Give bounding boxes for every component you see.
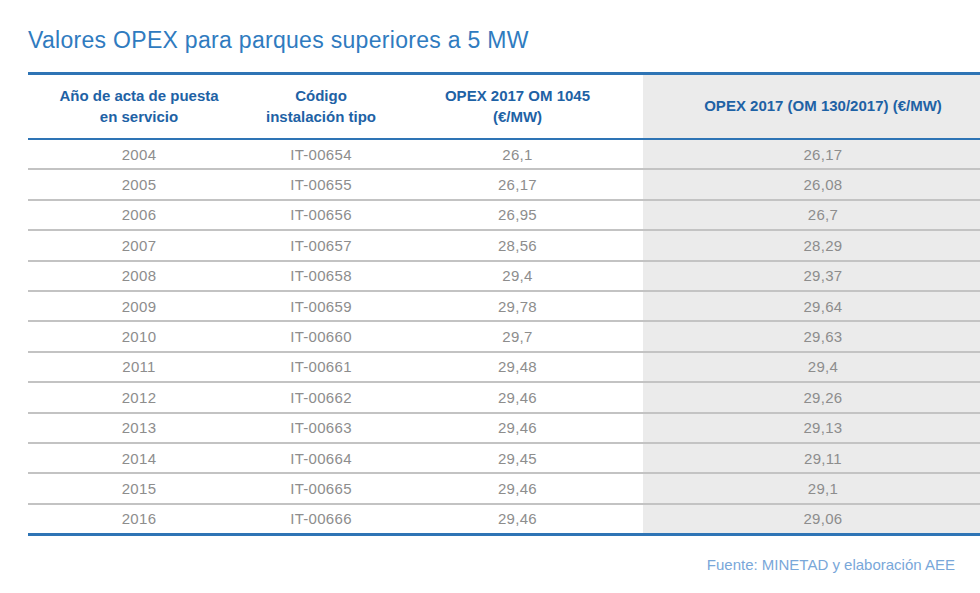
cell-year: 2006 <box>28 200 250 230</box>
cell-opex-om130: 29,4 <box>643 352 980 382</box>
cell-opex-om1045: 26,17 <box>392 169 643 199</box>
cell-year: 2012 <box>28 382 250 412</box>
cell-codigo: IT-00661 <box>250 352 392 382</box>
cell-opex-om130: 26,08 <box>643 169 980 199</box>
cell-opex-om1045: 29,46 <box>392 413 643 443</box>
table-row: 2012IT-0066229,4629,26 <box>28 382 980 412</box>
cell-opex-om130: 29,64 <box>643 291 980 321</box>
cell-opex-om1045: 29,48 <box>392 352 643 382</box>
col-header-opex-om1045: OPEX 2017 OM 1045 (€/MW) <box>392 74 643 140</box>
cell-opex-om1045: 29,46 <box>392 473 643 503</box>
cell-opex-om1045: 26,95 <box>392 200 643 230</box>
table-row: 2016IT-0066629,4629,06 <box>28 504 980 535</box>
cell-opex-om1045: 26,1 <box>392 139 643 169</box>
table-row: 2015IT-0066529,4629,1 <box>28 473 980 503</box>
cell-year: 2008 <box>28 261 250 291</box>
opex-table: Año de acta de puesta en servicio Código… <box>28 72 980 536</box>
table-row: 2007IT-0065728,5628,29 <box>28 230 980 260</box>
table-header-row: Año de acta de puesta en servicio Código… <box>28 74 980 140</box>
cell-opex-om1045: 29,7 <box>392 321 643 351</box>
cell-opex-om1045: 29,46 <box>392 504 643 535</box>
cell-codigo: IT-00663 <box>250 413 392 443</box>
table-row: 2009IT-0065929,7829,64 <box>28 291 980 321</box>
cell-opex-om130: 29,06 <box>643 504 980 535</box>
table-row: 2010IT-0066029,729,63 <box>28 321 980 351</box>
cell-opex-om130: 29,26 <box>643 382 980 412</box>
cell-codigo: IT-00665 <box>250 473 392 503</box>
cell-codigo: IT-00666 <box>250 504 392 535</box>
cell-opex-om1045: 29,4 <box>392 261 643 291</box>
cell-codigo: IT-00655 <box>250 169 392 199</box>
cell-opex-om130: 29,1 <box>643 473 980 503</box>
cell-year: 2009 <box>28 291 250 321</box>
cell-year: 2007 <box>28 230 250 260</box>
col-header-opex-om130: OPEX 2017 (OM 130/2017) (€/MW) <box>643 74 980 140</box>
table-header: Año de acta de puesta en servicio Código… <box>28 74 980 140</box>
cell-opex-om130: 28,29 <box>643 230 980 260</box>
source-note: Fuente: MINETAD y elaboración AEE <box>707 556 955 573</box>
cell-opex-om130: 26,7 <box>643 200 980 230</box>
cell-opex-om130: 26,17 <box>643 139 980 169</box>
cell-codigo: IT-00660 <box>250 321 392 351</box>
col-header-year: Año de acta de puesta en servicio <box>28 74 250 140</box>
table-row: 2008IT-0065829,429,37 <box>28 261 980 291</box>
table-body: 2004IT-0065426,126,172005IT-0065526,1726… <box>28 139 980 535</box>
cell-codigo: IT-00658 <box>250 261 392 291</box>
cell-codigo: IT-00654 <box>250 139 392 169</box>
cell-year: 2013 <box>28 413 250 443</box>
table-row: 2006IT-0065626,9526,7 <box>28 200 980 230</box>
table-row: 2014IT-0066429,4529,11 <box>28 443 980 473</box>
cell-codigo: IT-00657 <box>250 230 392 260</box>
page-title: Valores OPEX para parques superiores a 5… <box>28 27 529 54</box>
cell-codigo: IT-00659 <box>250 291 392 321</box>
col-header-codigo: Código instalación tipo <box>250 74 392 140</box>
cell-year: 2010 <box>28 321 250 351</box>
table-row: 2004IT-0065426,126,17 <box>28 139 980 169</box>
cell-opex-om1045: 29,46 <box>392 382 643 412</box>
cell-opex-om130: 29,37 <box>643 261 980 291</box>
cell-opex-om130: 29,63 <box>643 321 980 351</box>
cell-year: 2004 <box>28 139 250 169</box>
cell-opex-om1045: 29,45 <box>392 443 643 473</box>
table-row: 2011IT-0066129,4829,4 <box>28 352 980 382</box>
cell-opex-om130: 29,13 <box>643 413 980 443</box>
cell-year: 2014 <box>28 443 250 473</box>
cell-codigo: IT-00664 <box>250 443 392 473</box>
cell-year: 2015 <box>28 473 250 503</box>
page: Valores OPEX para parques superiores a 5… <box>0 0 980 593</box>
table-row: 2005IT-0065526,1726,08 <box>28 169 980 199</box>
cell-year: 2011 <box>28 352 250 382</box>
cell-opex-om130: 29,11 <box>643 443 980 473</box>
cell-codigo: IT-00662 <box>250 382 392 412</box>
cell-codigo: IT-00656 <box>250 200 392 230</box>
cell-year: 2016 <box>28 504 250 535</box>
cell-year: 2005 <box>28 169 250 199</box>
cell-opex-om1045: 28,56 <box>392 230 643 260</box>
table-row: 2013IT-0066329,4629,13 <box>28 413 980 443</box>
cell-opex-om1045: 29,78 <box>392 291 643 321</box>
